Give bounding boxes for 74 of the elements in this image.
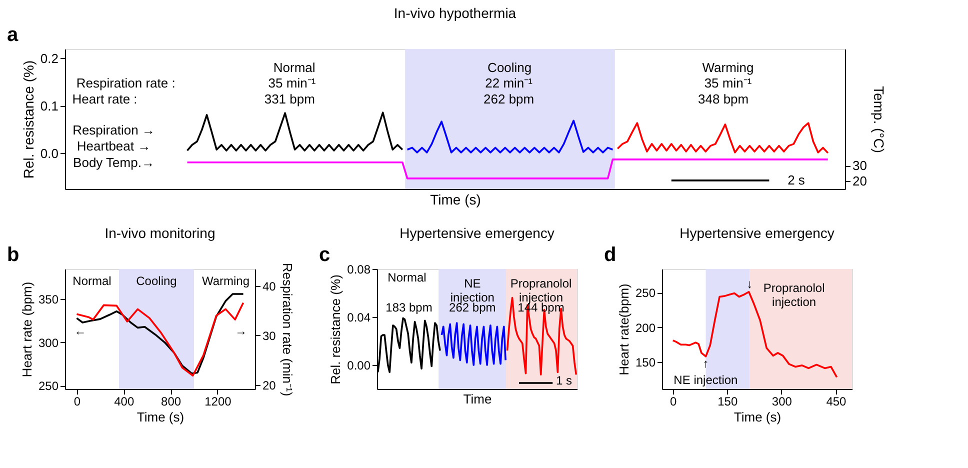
x-tick-label: 300 (772, 394, 792, 408)
y-tick-label: 300 (38, 336, 59, 350)
annotation: Normal (72, 274, 112, 288)
x-axis-title: Time (s) (734, 410, 782, 424)
y-tick-label: 150 (635, 355, 656, 370)
annotation: ↓ (746, 277, 753, 292)
y-tick-label: 200 (635, 320, 656, 335)
annotation: Normal (273, 60, 316, 76)
band-label: Cooling (136, 274, 177, 288)
y-axis-title: Rel. resistance (%) (20, 60, 36, 179)
y-tick-label: 0.04 (347, 310, 371, 324)
x-axis-title: Time (s) (136, 410, 184, 424)
annotation: ↑ (702, 356, 709, 370)
line-series (440, 322, 506, 366)
annotation: Cooling (488, 60, 532, 76)
text: b (7, 244, 20, 266)
annotation: 2 s (788, 172, 806, 188)
y-axis-title: Rel. resistance (%) (328, 274, 344, 384)
y-axis-title: Heart rate (bpm) (19, 282, 34, 378)
y-tick-label: 0.0 (40, 146, 58, 161)
x-tick-label: 0 (74, 394, 81, 408)
text: c (319, 244, 330, 266)
annotation: 348 bpm (698, 91, 749, 106)
annotation: → (234, 324, 247, 338)
annotation: Warming (202, 274, 250, 288)
y2-tick-label: 30 (852, 158, 867, 174)
x-tick-label: 400 (114, 394, 134, 408)
annotation: Warming (702, 60, 754, 76)
chart-title: Hypertensive emergency (680, 225, 834, 241)
annotation: 1 s (556, 374, 572, 388)
x-tick-label: 150 (718, 394, 738, 408)
y-tick-label: 350 (38, 292, 59, 307)
text: Heartbeat → (76, 138, 151, 154)
annotation: 35 min⁻¹ (268, 76, 316, 91)
y-tick-label: 250 (635, 286, 656, 300)
annotation: 331 bpm (264, 91, 315, 106)
y-tick-label: 250 (38, 379, 59, 394)
y-tick-label: 0.08 (347, 262, 371, 276)
chart-title: In-vivo hypothermia (394, 5, 516, 21)
annotation: 22 min⁻¹ (485, 76, 534, 91)
y2-tick-label: 20 (262, 378, 276, 393)
y2-tick-label: 40 (262, 279, 276, 294)
x-axis-title: Time (463, 392, 492, 406)
text: Respiration rate : (76, 76, 176, 91)
y-tick-label: 0.2 (40, 50, 58, 66)
text: Heart rate : (72, 91, 138, 106)
line-series (406, 120, 614, 154)
line-series (186, 112, 404, 152)
chart-title: In-vivo monitoring (104, 225, 216, 241)
x-tick-label: 800 (161, 394, 182, 408)
y-tick-label: 0.00 (347, 358, 371, 372)
text: Respiration → (72, 122, 155, 138)
annotation: NE injection (674, 373, 738, 387)
annotation: 183 bpm (386, 300, 432, 314)
annotation: Propranolol injection (763, 281, 825, 310)
annotation: Normal (388, 270, 426, 284)
y-tick-label: 0.1 (40, 98, 58, 114)
annotation: 262 bpm (484, 91, 534, 106)
x-axis-title: Time (s) (430, 192, 481, 208)
y2-axis-title: Respiration rate (min⁻¹) (280, 262, 295, 396)
line-series (616, 122, 829, 154)
text: Body Temp.→ (73, 154, 154, 170)
annotation: 35 min⁻¹ (704, 76, 752, 91)
text: a (7, 24, 19, 46)
y2-tick-label: 30 (262, 328, 276, 343)
x-tick-label: 1200 (204, 394, 232, 408)
x-tick-label: 450 (826, 394, 847, 408)
y2-axis-title: Temp. (°C) (870, 86, 887, 154)
text: d (604, 244, 616, 266)
y2-tick-label: 20 (852, 174, 867, 189)
annotation: ← (74, 324, 86, 338)
chart-title: Hypertensive emergency (400, 225, 554, 241)
y-axis-title: Heart rate(bpm) (616, 284, 632, 376)
x-tick-label: 0 (670, 394, 678, 408)
